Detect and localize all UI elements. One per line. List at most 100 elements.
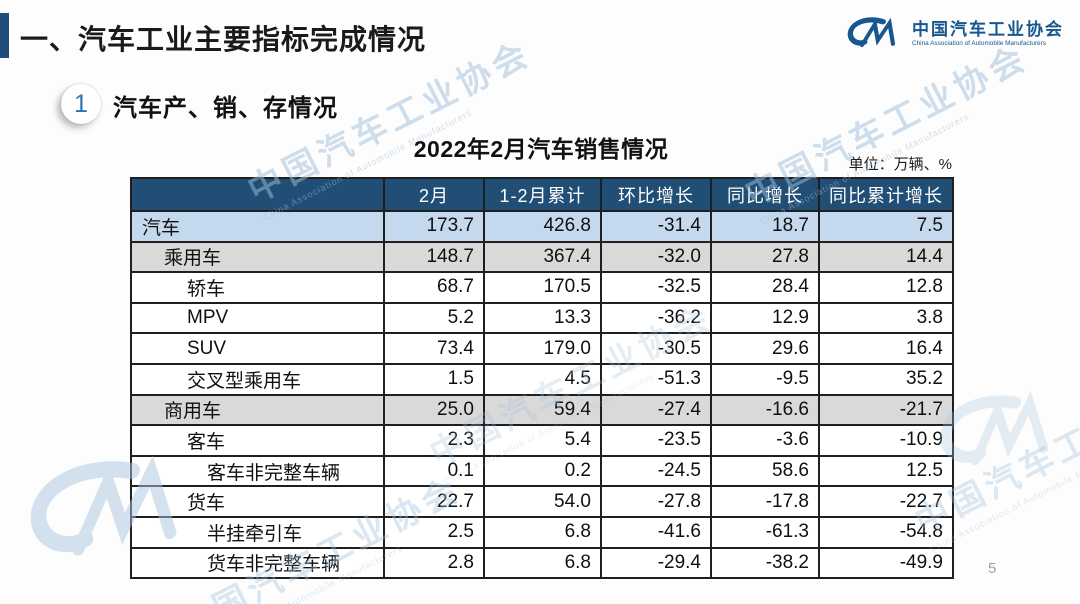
sales-table: 2月 1-2月累计 环比增长 同比增长 同比累计增长 汽车 173.7 426.8 -31.4… — [130, 177, 954, 580]
cell-value: 2.5 — [383, 515, 485, 549]
cell-value: 12.9 — [710, 301, 820, 335]
page-number: 5 — [988, 560, 997, 577]
section-number: 1 — [74, 89, 88, 118]
cell-value: -27.4 — [600, 393, 712, 427]
cell-value: 0.2 — [483, 454, 602, 488]
section-number-badge: 1 — [61, 84, 101, 124]
cell-value: -30.5 — [600, 332, 712, 365]
cell-value: -24.5 — [600, 454, 712, 488]
row-label: SUV — [130, 332, 385, 365]
cell-value: -38.2 — [710, 546, 820, 580]
cell-value: -17.8 — [710, 485, 820, 518]
cell-value: 12.8 — [818, 271, 954, 304]
cell-value: 3.8 — [818, 301, 954, 335]
column-header: 1-2月累计 — [483, 177, 602, 212]
table-row: 货车非完整车辆 2.8 6.8 -29.4 -38.2 -49.9 — [130, 546, 954, 580]
cell-value: -9.5 — [710, 362, 820, 396]
row-label: MPV — [130, 301, 385, 335]
row-label: 交叉型乘用车 — [130, 362, 385, 396]
column-header: 同比增长 — [710, 177, 820, 212]
cell-value: -54.8 — [818, 515, 954, 549]
column-header: 环比增长 — [600, 177, 712, 212]
cell-value: -61.3 — [710, 515, 820, 549]
cell-value: 29.6 — [710, 332, 820, 365]
cell-value: 148.7 — [383, 240, 485, 274]
cell-value: -51.3 — [600, 362, 712, 396]
row-label: 轿车 — [130, 271, 385, 304]
cell-value: 68.7 — [383, 271, 485, 304]
cell-value: 5.4 — [483, 424, 602, 457]
caam-logo-name-cn: 中国汽车工业协会 — [912, 19, 1064, 39]
cell-value: 0.1 — [383, 454, 485, 488]
cell-value: 4.5 — [483, 362, 602, 396]
cell-value: 12.5 — [818, 454, 954, 488]
row-label: 汽车 — [130, 210, 385, 243]
row-label: 半挂牵引车 — [130, 515, 385, 549]
cell-value: 25.0 — [383, 393, 485, 427]
cell-value: 170.5 — [483, 271, 602, 304]
cell-value: -32.5 — [600, 271, 712, 304]
unit-label: 单位：万辆、% — [848, 156, 952, 173]
row-label: 乘用车 — [130, 240, 385, 274]
table-row: 客车 2.3 5.4 -23.5 -3.6 -10.9 — [130, 424, 954, 457]
table-title: 2022年2月汽车销售情况 — [413, 136, 669, 162]
cell-value: 58.6 — [710, 454, 820, 488]
accent-bar — [0, 13, 9, 58]
cell-value: 18.7 — [710, 210, 820, 243]
table-row: 交叉型乘用车 1.5 4.5 -51.3 -9.5 35.2 — [130, 362, 954, 396]
caam-logo-text: 中国汽车工业协会 China Association of Automobile… — [912, 19, 1064, 48]
cell-value: -21.7 — [818, 393, 954, 427]
cell-value: 73.4 — [383, 332, 485, 365]
cell-value: 16.4 — [818, 332, 954, 365]
cell-value: 5.2 — [383, 301, 485, 335]
caam-logo: 中国汽车工业协会 China Association of Automobile… — [847, 14, 1064, 54]
cell-value: -23.5 — [600, 424, 712, 457]
cell-value: 22.7 — [383, 485, 485, 518]
row-label: 商用车 — [130, 393, 385, 427]
section-title: 一、汽车工业主要指标完成情况 — [20, 24, 427, 55]
table-row: 货车 22.7 54.0 -27.8 -17.8 -22.7 — [130, 485, 954, 518]
column-header: 2月 — [383, 177, 485, 212]
cell-value: -27.8 — [600, 485, 712, 518]
table-row: 客车非完整车辆 0.1 0.2 -24.5 58.6 12.5 — [130, 454, 954, 488]
cell-value: -49.9 — [818, 546, 954, 580]
row-label: 货车非完整车辆 — [130, 546, 385, 580]
cell-value: -22.7 — [818, 485, 954, 518]
cell-value: -16.6 — [710, 393, 820, 427]
cell-value: -41.6 — [600, 515, 712, 549]
row-label: 货车 — [130, 485, 385, 518]
cell-value: 367.4 — [483, 240, 602, 274]
table-row: MPV 5.2 13.3 -36.2 12.9 3.8 — [130, 301, 954, 335]
caam-logo-icon — [847, 14, 905, 54]
cell-value: 13.3 — [483, 301, 602, 335]
subsection-title: 汽车产、销、存情况 — [113, 95, 338, 122]
cell-value: -31.4 — [600, 210, 712, 243]
table-row: 乘用车 148.7 367.4 -32.0 27.8 14.4 — [130, 240, 954, 274]
cell-value: 35.2 — [818, 362, 954, 396]
cell-value: 173.7 — [383, 210, 485, 243]
table-row: 轿车 68.7 170.5 -32.5 28.4 12.8 — [130, 271, 954, 304]
cell-value: 2.8 — [383, 546, 485, 580]
column-header: 同比累计增长 — [818, 177, 954, 212]
table-row: 汽车 173.7 426.8 -31.4 18.7 7.5 — [130, 210, 954, 243]
cell-value: 1.5 — [383, 362, 485, 396]
corner-header-cell — [130, 177, 385, 212]
cell-value: 28.4 — [710, 271, 820, 304]
sales-table-body: 汽车 173.7 426.8 -31.4 18.7 7.5 乘用车 148.7 367.4 -32… — [130, 210, 954, 580]
cell-value: 179.0 — [483, 332, 602, 365]
table-row: 商用车 25.0 59.4 -27.4 -16.6 -21.7 — [130, 393, 954, 427]
cell-value: 59.4 — [483, 393, 602, 427]
cell-value: -36.2 — [600, 301, 712, 335]
caam-logo-name-en: China Association of Automobile Manufact… — [912, 40, 1046, 48]
cell-value: 7.5 — [818, 210, 954, 243]
cell-value: 27.8 — [710, 240, 820, 274]
row-label: 客车非完整车辆 — [130, 454, 385, 488]
cell-value: -29.4 — [600, 546, 712, 580]
table-header-row: 2月 1-2月累计 环比增长 同比增长 同比累计增长 — [130, 177, 954, 212]
cell-value: 54.0 — [483, 485, 602, 518]
cell-value: -3.6 — [710, 424, 820, 457]
cell-value: 6.8 — [483, 515, 602, 549]
table-row: SUV 73.4 179.0 -30.5 29.6 16.4 — [130, 332, 954, 365]
table-row: 半挂牵引车 2.5 6.8 -41.6 -61.3 -54.8 — [130, 515, 954, 549]
